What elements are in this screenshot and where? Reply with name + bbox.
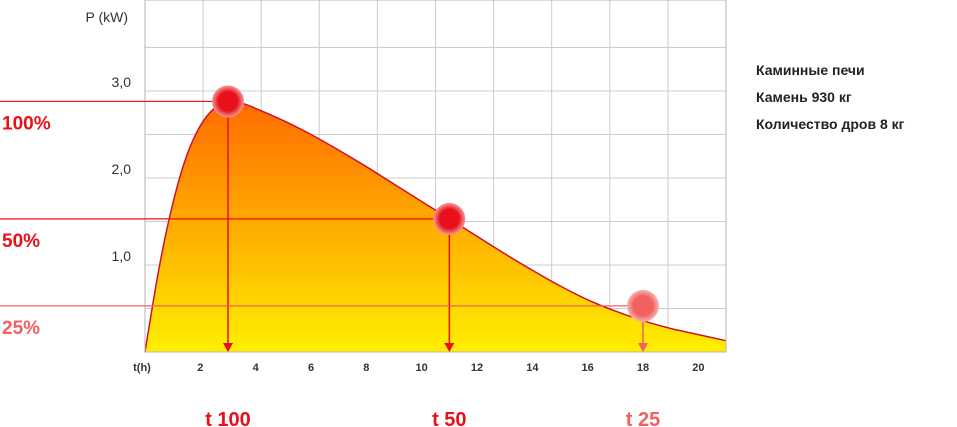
x-tick-label: 12 <box>471 362 483 374</box>
arrow-head <box>223 343 233 352</box>
x-tick-label: 18 <box>637 362 649 374</box>
x-tick-label: 14 <box>526 362 539 374</box>
y-tick-label: 3,0 <box>112 74 132 90</box>
marker-point <box>212 85 244 118</box>
x-tick-label: 4 <box>253 362 260 374</box>
x-tick-label: 6 <box>308 362 314 374</box>
x-axis-label: t(h) <box>133 362 151 374</box>
time-label: t 100 <box>205 409 251 427</box>
level-label: 25% <box>2 318 40 339</box>
arrow-head <box>444 343 455 352</box>
info-line-stone-weight: Камень 930 кг <box>756 89 852 105</box>
level-label: 50% <box>2 231 40 252</box>
level-label: 100% <box>2 113 51 134</box>
info-line-stove-type: Каминные печи <box>756 62 865 78</box>
x-tick-label: 8 <box>363 362 369 374</box>
y-tick-label: 1,0 <box>112 248 132 264</box>
info-line-firewood: Количество дров 8 кг <box>756 116 905 132</box>
tick-labels: 2 4 6 8 10 12 14 16 18 20 1,0 2,0 3,0 <box>112 74 705 374</box>
y-tick-label: 2,0 <box>112 161 132 177</box>
marker-point <box>627 289 659 322</box>
time-label: t 50 <box>432 409 466 427</box>
x-tick-label: 16 <box>582 362 594 374</box>
x-tick-label: 20 <box>692 362 704 374</box>
x-tick-label: 2 <box>197 362 203 374</box>
arrow-head <box>638 343 648 352</box>
markers: 100% t 100 50% t 50 25% t 25 <box>0 85 660 427</box>
time-label: t 25 <box>626 409 660 427</box>
series-line <box>144 100 727 353</box>
plot-frame <box>144 0 727 353</box>
x-tick-label: 10 <box>416 362 428 374</box>
y-axis-label: P (kW) <box>85 9 128 25</box>
marker-point <box>433 202 466 235</box>
